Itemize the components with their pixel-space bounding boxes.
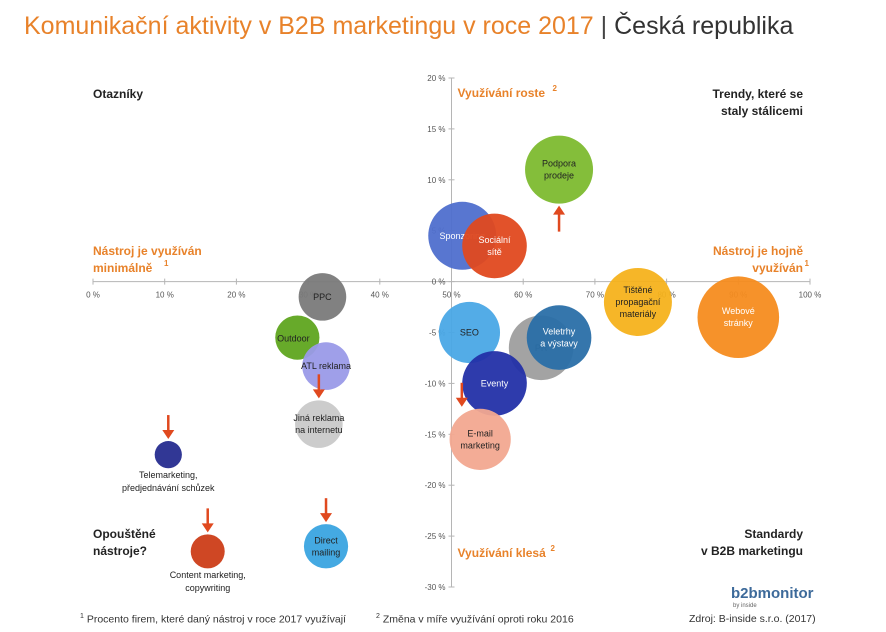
- y-tick-label: -20 %: [425, 481, 446, 490]
- label-used-widely-line-0: Nástroj je hojně: [713, 244, 803, 258]
- x-tick-label: 70 %: [586, 291, 604, 300]
- footnote-2: 2 Změna v míře využívání oproti roku 201…: [376, 613, 574, 626]
- footnote-2-sup: 2: [376, 613, 380, 620]
- footnote-1: 1 Procento firem, které daný nástroj v r…: [80, 613, 346, 626]
- bubble-label-7-line-1: předjednávání schůzek: [122, 483, 215, 493]
- bubble-label-1-line-0: Sponzoring: [439, 231, 485, 241]
- chart-title: Komunikační aktivity v B2B marketingu v …: [24, 12, 793, 41]
- bubble-5: [302, 342, 350, 390]
- quadrant-bottom-right-line-1: v B2B marketingu: [701, 544, 803, 558]
- label-usage-falls-sup: 2: [551, 544, 556, 553]
- label-used-minimally-line-0: Nástroj je využíván: [93, 244, 202, 258]
- bubble-label-4: Outdoor: [277, 334, 310, 344]
- label-used-minimally-line-1: minimálně: [93, 261, 153, 275]
- quadrant-bottom-left-line-0: Opouštěné: [93, 527, 156, 541]
- y-tick-label: 10 %: [427, 176, 445, 185]
- y-tick-label: -10 %: [425, 379, 446, 388]
- bubble-15: [603, 267, 672, 336]
- bubble-label-14-line-0: E-mail: [467, 428, 493, 438]
- bubble-0: [525, 135, 594, 204]
- bubble-16: [697, 276, 780, 359]
- bubble-label-6-line-1: na internetu: [295, 425, 343, 435]
- bubble-3: [298, 273, 347, 321]
- y-tick-label: 20 %: [427, 74, 445, 83]
- x-tick-label: 20 %: [227, 291, 245, 300]
- trend-arrow-down-14-head: [455, 397, 468, 407]
- bubble-label-9-line-1: mailing: [312, 547, 341, 557]
- bubble-2: [462, 213, 527, 279]
- source-note: Zdroj: B-inside s.r.o. (2017): [689, 613, 816, 625]
- trend-arrow-down-8-head: [201, 523, 214, 533]
- b2bmonitor-logo-sub: by inside: [733, 603, 757, 609]
- bubble-label-9-line-0: Direct: [314, 535, 338, 545]
- bubble-9: [303, 524, 349, 569]
- trend-arrow-down-7-head: [162, 430, 175, 440]
- bubble-label-13-line-0: Eventy: [481, 378, 509, 388]
- bubble-label-8-line-1: copywriting: [185, 583, 230, 593]
- bubble-label-16-line-0: Webové: [722, 306, 755, 316]
- b2bmonitor-logo: b2bmonitor: [731, 585, 814, 602]
- bubble-12: [526, 305, 592, 370]
- quadrant-top-left-line-0: Otazníky: [93, 87, 143, 101]
- label-usage-grows: Využívání roste: [458, 86, 546, 100]
- bubble-10: [438, 301, 501, 364]
- bubble-label-15-line-2: materiály: [620, 309, 657, 319]
- bubble-6: [295, 400, 343, 448]
- bubble-label-0-line-1: prodeje: [544, 171, 574, 181]
- y-tick-label: -25 %: [425, 532, 446, 541]
- chart-title-main: Komunikační aktivity v B2B marketingu v …: [24, 12, 594, 40]
- bubble-label-15-line-1: propagační: [615, 297, 661, 307]
- label-usage-falls: Využívání klesá: [458, 546, 547, 560]
- x-tick-label: 100 %: [799, 291, 822, 300]
- bubble-label-6-line-0: Jiná reklama: [293, 413, 344, 423]
- bubble-label-16-line-1: stránky: [724, 318, 754, 328]
- x-tick-label: 10 %: [156, 291, 174, 300]
- bubble-14: [449, 408, 511, 470]
- trend-arrow-down-6-head: [312, 389, 325, 399]
- bubble-label-12-line-0: Veletrhy: [543, 327, 576, 337]
- bubble-label-0-line-0: Podpora: [542, 159, 576, 169]
- x-tick-label: 60 %: [514, 291, 532, 300]
- bubble-7: [154, 441, 182, 469]
- bubble-label-3-line-0: PPC: [313, 292, 332, 302]
- label-used-widely-line-1: využíván: [752, 261, 803, 275]
- footnote-2-text: Změna v míře využívání oproti roku 2016: [382, 613, 574, 626]
- bubble-label-5-line-0: ATL reklama: [301, 361, 351, 371]
- y-tick-label: -30 %: [425, 583, 446, 592]
- bubble-13: [462, 351, 527, 416]
- bubble-label-8-line-0: Content marketing,: [170, 570, 246, 580]
- bubble-label-2-line-1: sítě: [487, 247, 502, 257]
- x-tick-label: 40 %: [371, 291, 389, 300]
- x-tick-label: 0 %: [86, 291, 100, 300]
- quadrant-top-right-line-0: Trendy, které se: [713, 87, 804, 101]
- chart-title-separator: |: [600, 12, 608, 40]
- bubble-label-10-line-0: SEO: [460, 328, 479, 338]
- chart-title-country: Česká republika: [614, 12, 794, 40]
- footnote-1-text: Procento firem, které daný nástroj v roc…: [86, 613, 346, 626]
- label-used-minimally-sup: 1: [164, 259, 169, 268]
- quadrant-top-right-line-1: staly stálicemi: [721, 104, 803, 118]
- bubble-label-2-line-0: Sociální: [479, 235, 512, 245]
- y-tick-label: 0 %: [432, 278, 446, 287]
- label-usage-grows-sup: 2: [553, 84, 558, 93]
- footnote-1-sup: 1: [80, 613, 84, 620]
- label-used-widely-sup: 1: [805, 259, 810, 268]
- x-tick-label: 50 %: [442, 291, 460, 300]
- y-tick-label: 15 %: [427, 125, 445, 134]
- trend-arrow-up-0-head: [553, 205, 566, 215]
- y-tick-label: -5 %: [429, 329, 445, 338]
- bubble-4: [275, 315, 320, 360]
- trend-arrow-down-9-head: [320, 513, 333, 523]
- y-tick-label: -15 %: [425, 430, 446, 439]
- quadrant-bottom-right-line-0: Standardy: [744, 527, 803, 541]
- quadrant-bottom-left-line-1: nástroje?: [93, 544, 147, 558]
- bubble-label-15-line-0: Tištěné: [623, 285, 652, 295]
- bubble-8: [190, 534, 225, 569]
- bubble-label-14-line-1: marketing: [460, 440, 500, 450]
- bubble-label-7-line-0: Telemarketing,: [139, 470, 198, 480]
- bubble-label-12-line-1: a výstavy: [540, 339, 578, 349]
